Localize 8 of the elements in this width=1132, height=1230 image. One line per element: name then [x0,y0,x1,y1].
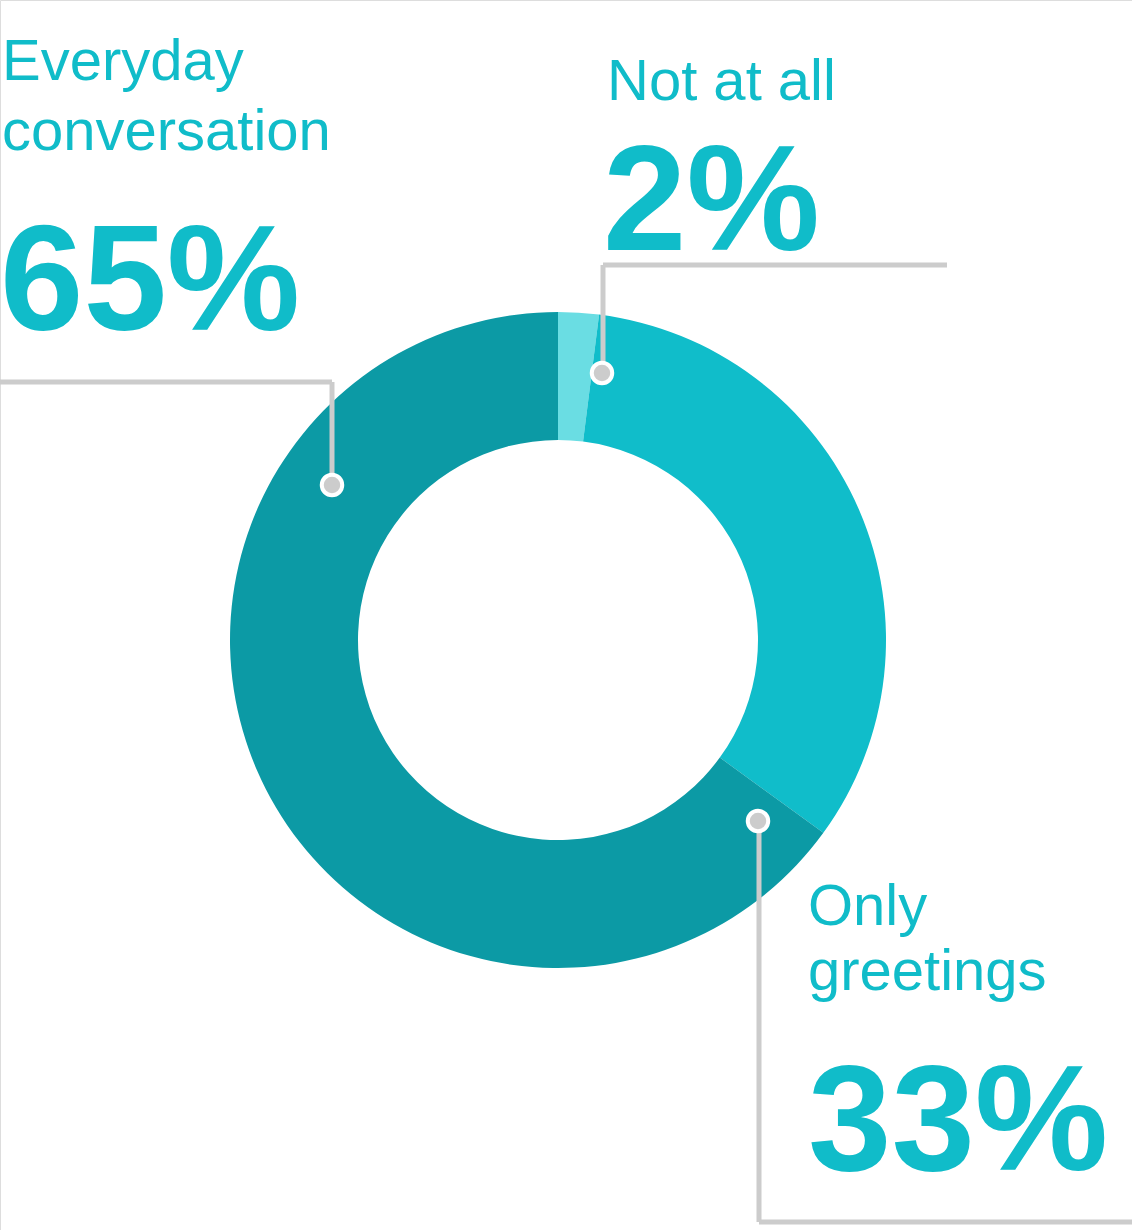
donut-slice [558,312,600,442]
data-label: 2% [603,114,820,282]
slice-label: Only greetings [808,872,1047,1002]
donut-slice [583,314,886,833]
slice-label: Not at all [607,47,836,112]
slice-label: Everyday conversation [2,27,331,162]
data-label: 33% [808,1034,1109,1202]
data-label: 65% [0,194,301,362]
